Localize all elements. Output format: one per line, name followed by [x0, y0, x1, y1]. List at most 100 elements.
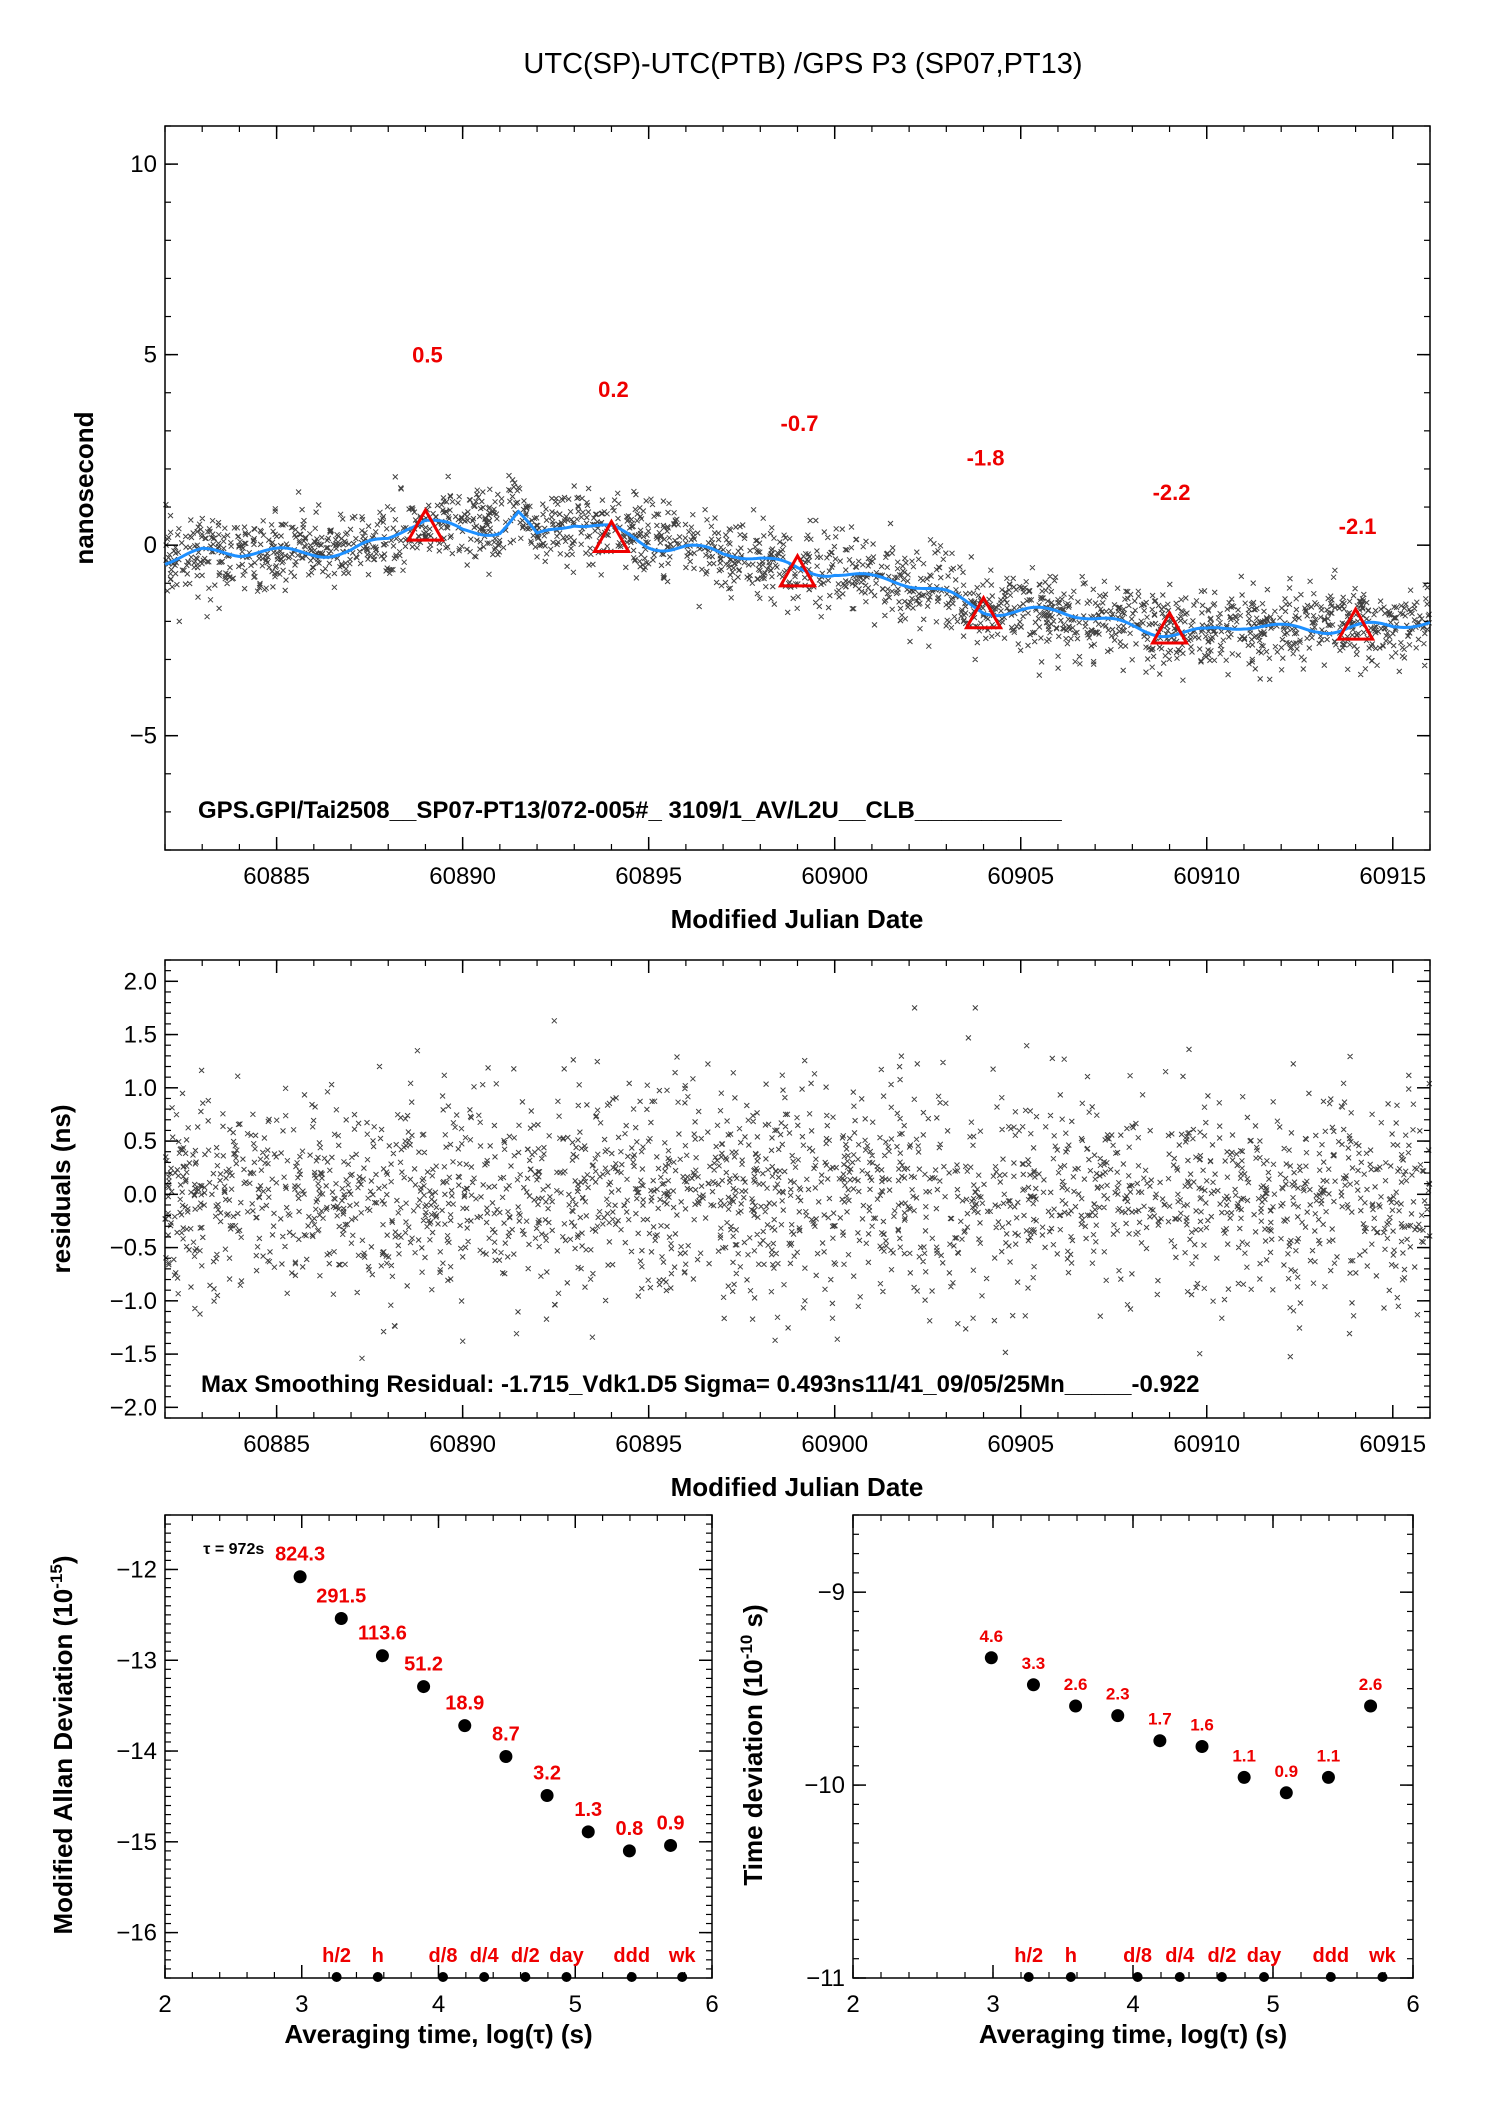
residuals-panel-y-axis-label: residuals (ns): [46, 1104, 76, 1273]
mdev-panel-interval-label: day: [549, 1945, 584, 1967]
top-panel-x-axis-label: Modified Julian Date: [671, 904, 924, 934]
tdev-panel-interval-mark: [1132, 1972, 1143, 1982]
tdev-panel-point: [1279, 1786, 1293, 1800]
top-panel-x-tick-label: 60915: [1359, 863, 1426, 890]
top-panel-marker-label: -1.8: [967, 446, 1005, 471]
mdev-panel-point: [417, 1680, 431, 1694]
residuals-panel-x-tick-label: 60910: [1173, 1431, 1240, 1458]
residuals-panel-y-tick-label: 0.0: [124, 1181, 157, 1208]
tdev-panel-interval-label: h: [1065, 1945, 1077, 1967]
residuals-panel-y-tick-label: −0.5: [110, 1235, 157, 1262]
tdev-panel-point: [1237, 1770, 1251, 1784]
tdev-panel-point-label: 1.1: [1317, 1746, 1341, 1765]
top-panel-x-tick-label: 60910: [1173, 863, 1240, 890]
residuals-panel-y-tick-label: 1.5: [124, 1022, 157, 1049]
mdev-panel-point: [622, 1844, 636, 1858]
top-panel-y-tick-label: −5: [130, 723, 157, 750]
mdev-panel-point-label: 824.3: [275, 1544, 325, 1566]
top-panel-annotation: GPS.GPI/Tai2508__SP07-PT13/072-005#_ 310…: [198, 797, 1062, 824]
residuals-panel-annotation: Max Smoothing Residual: -1.715_Vdk1.D5 S…: [201, 1371, 1200, 1398]
residuals-panel-y-tick-label: 2.0: [124, 968, 157, 995]
mdev-panel-y-tick-label: −16: [116, 1920, 157, 1947]
residuals-annotation-bg: [196, 1364, 1258, 1398]
residuals-panel-x-tick-label: 60915: [1359, 1431, 1426, 1458]
tdev-panel-point-label: 1.1: [1232, 1746, 1256, 1765]
tdev-panel-point: [1321, 1770, 1335, 1784]
mdev-panel-interval-label: d/2: [511, 1945, 540, 1967]
mdev-panel-interval-label: h/2: [322, 1945, 351, 1967]
tdev-panel-interval-mark: [1023, 1972, 1034, 1982]
mdev-panel-y-axis-label: Modified Allan Deviation (10-15): [47, 1556, 78, 1935]
mdev-panel-interval-label: ddd: [613, 1945, 650, 1967]
mdev-panel-interval-mark: [372, 1972, 383, 1982]
tdev-panel-interval-label: h/2: [1014, 1945, 1043, 1967]
top-panel-marker: [1149, 609, 1190, 645]
top-panel-marker-label: 0.5: [412, 343, 443, 368]
top-panel-marker-label: 0.2: [598, 377, 629, 402]
top-panel-trend-line: [164, 509, 1431, 639]
residuals-panel-x-axis-label: Modified Julian Date: [671, 1472, 924, 1502]
mdev-panel-y-tick-label: −12: [116, 1556, 157, 1583]
tdev-panel-interval-label: d/8: [1123, 1945, 1152, 1967]
residuals-panel-x-tick-label: 60895: [615, 1431, 682, 1458]
tdev-panel-point: [1195, 1740, 1209, 1753]
mdev-panel-interval-mark: [677, 1972, 688, 1982]
mdev-panel-point: [375, 1649, 389, 1663]
mdev-panel-interval-label: d/8: [429, 1945, 458, 1967]
tdev-panel-interval-label: d/2: [1207, 1945, 1236, 1967]
top-panel-frame: [164, 125, 1431, 851]
residuals-panel-x-tick-label: 60890: [429, 1431, 496, 1458]
tdev-panel-y-axis-label: Time deviation (10-10 s): [737, 1604, 768, 1885]
top-panel-scatter: [163, 472, 1432, 684]
mdev-panel-x-tick-label: 6: [705, 1991, 718, 2018]
tdev-panel-x-tick-label: 4: [1126, 1991, 1139, 2018]
mdev-panel-interval-mark: [520, 1972, 531, 1982]
mdev-panel-x-tick-label: 4: [432, 1991, 445, 2018]
tdev-panel-x-tick-label: 6: [1406, 1991, 1419, 2018]
residuals-panel-x-tick-label: 60905: [987, 1431, 1054, 1458]
mdev-panel-interval-mark: [331, 1972, 342, 1982]
tdev-panel-y-axis-label-main: Time deviation (10: [738, 1659, 768, 1885]
tdev-panel-point-label: 4.6: [979, 1627, 1003, 1646]
top-panel-x-tick-label: 60900: [801, 863, 868, 890]
residuals-panel-frame: [164, 959, 1431, 1419]
top-panel-scatter-points: [163, 472, 1432, 684]
top-panel-marker: [1336, 606, 1376, 641]
mdev-panel-interval-label: h: [372, 1945, 384, 1967]
mdev-panel-frame: [164, 1514, 713, 1979]
top-panel-x-tick-label: 60895: [615, 863, 682, 890]
mdev-panel-interval-mark: [479, 1972, 490, 1982]
tdev-panel-y-tick-label: −9: [818, 1579, 845, 1606]
mdev-panel-point-label: 18.9: [445, 1693, 484, 1715]
mdev-panel-point-label: 0.9: [657, 1812, 685, 1834]
tdev-panel-interval-label: ddd: [1312, 1945, 1349, 1967]
mdev-panel: 2 3 4 5 6−16−15−14−13−12824.3291.5113.651.21…: [47, 1514, 719, 2049]
mdev-panel-x-axis-label: Averaging time, log(τ) (s): [284, 2019, 592, 2049]
mdev-panel-point: [293, 1570, 307, 1584]
residuals-panel-y-tick-label: −1.0: [110, 1288, 157, 1315]
mdev-panel-interval-mark: [626, 1972, 637, 1982]
residuals-panel-y-tick-label: 1.0: [124, 1075, 157, 1102]
tdev-panel-interval-mark: [1325, 1972, 1336, 1982]
mdev-panel-y-axis-label-main: Modified Allan Deviation (10: [48, 1589, 78, 1935]
mdev-panel-point: [334, 1611, 348, 1625]
mdev-panel-y-tick-label: −15: [116, 1829, 157, 1856]
mdev-panel-point: [581, 1825, 595, 1839]
mdev-panel-y-axis-label-exponent: -15: [47, 1564, 66, 1589]
mdev-panel-tau-note: τ = 972s: [203, 1541, 264, 1558]
residuals-panel: 60885 60890 60895 60900 60905 60910 60915 −2.0 −…: [46, 959, 1433, 1502]
tdev-panel-point-label: 1.7: [1148, 1710, 1172, 1729]
mdev-panel-point-label: 1.3: [574, 1799, 602, 1821]
tdev-panel-x-tick-label: 5: [1266, 1991, 1279, 2018]
mdev-panel-y-tick-label: −13: [116, 1647, 157, 1674]
chart-title: UTC(SP)-UTC(PTB) /GPS P3 (SP07,PT13): [523, 48, 1082, 80]
residuals-panel-points: [162, 1005, 1433, 1375]
residuals-panel-x-tick-label: 60885: [243, 1431, 310, 1458]
mdev-panel-point: [664, 1838, 678, 1852]
top-panel-y-tick-label: 10: [130, 151, 157, 178]
tdev-panel-point: [1111, 1709, 1125, 1723]
top-panel-x-tick-label: 60905: [987, 863, 1054, 890]
mdev-panel-point-label: 3.2: [533, 1763, 561, 1785]
mdev-panel-point-label: 113.6: [358, 1623, 407, 1645]
